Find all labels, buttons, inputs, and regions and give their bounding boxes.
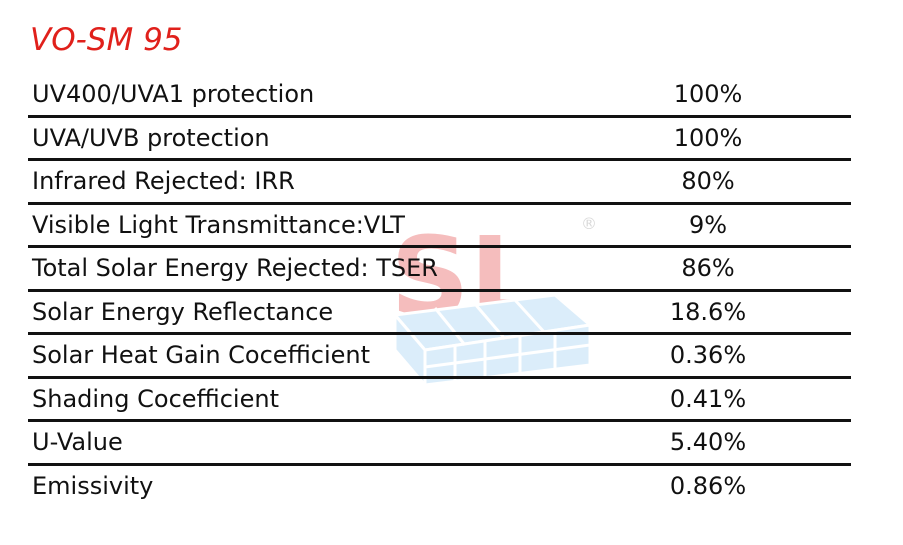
watermark: SL ® [390, 213, 597, 385]
row-divider [28, 245, 851, 248]
row-value: 18.6% [669, 297, 747, 326]
row-label: Solar Heat Gain Cocefficient [32, 341, 371, 369]
row-divider [28, 288, 851, 292]
row-value: 9% [688, 210, 728, 239]
row-label: Total Solar Energy Rejected: TSER [32, 254, 438, 282]
row-value: 0.41% [669, 384, 747, 413]
watermark-grid [392, 293, 594, 385]
row-value: 86% [681, 254, 735, 282]
row-label: Shading Cocefficient [32, 384, 279, 413]
row-value: 0.36% [669, 341, 747, 369]
row-value: 0.86% [669, 471, 747, 500]
row-divider [28, 114, 851, 118]
row-divider [28, 201, 851, 205]
row-value: 100% [673, 123, 743, 152]
row-divider [28, 375, 851, 379]
row-label: Solar Energy Reflectance [32, 297, 334, 326]
row-divider [28, 419, 851, 422]
row-label: Emissivity [32, 471, 154, 500]
watermark-mark: ® [581, 214, 597, 233]
row-value: 100% [673, 80, 743, 108]
row-label: Infrared Rejected: IRR [32, 167, 295, 195]
row-value: 80% [681, 167, 735, 195]
row-value: 5.40% [669, 428, 747, 456]
row-divider [28, 332, 851, 335]
row-label: UV400/UVA1 protection [32, 80, 315, 108]
row-label: U-Value [32, 428, 123, 456]
row-label: Visible Light Transmittance:VLT [32, 210, 405, 239]
row-divider [28, 158, 851, 161]
row-divider [28, 462, 851, 466]
title: VO-SM 95 [30, 22, 183, 58]
row-label: UVA/UVB protection [32, 123, 270, 152]
